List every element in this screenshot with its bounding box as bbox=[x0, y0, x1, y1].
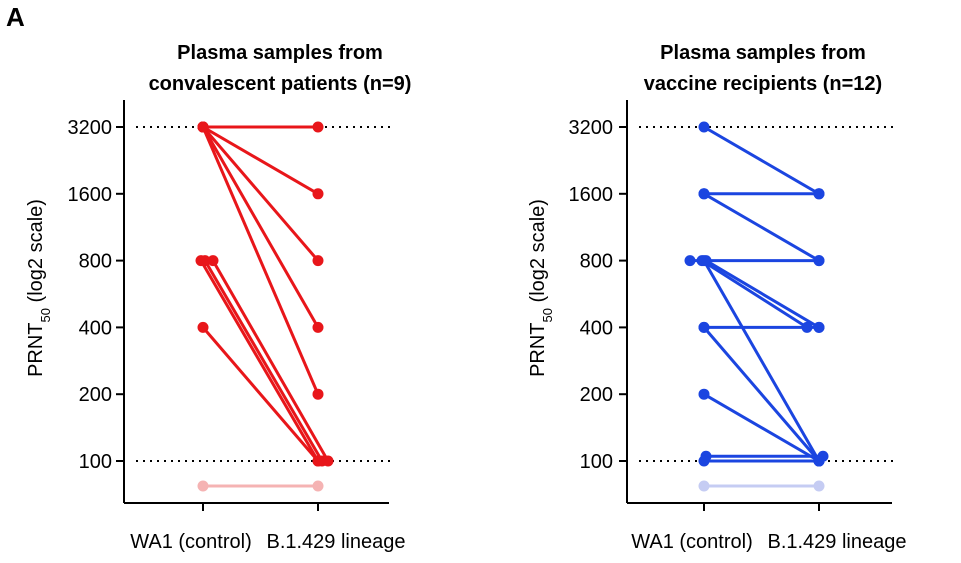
pair-line bbox=[201, 126, 320, 395]
y-tick-label: 200 bbox=[79, 384, 112, 406]
data-point-lineage bbox=[312, 188, 324, 200]
pair-line bbox=[702, 326, 821, 462]
y-tick-label: 100 bbox=[580, 451, 613, 473]
data-point-lineage bbox=[312, 388, 324, 400]
data-point-control bbox=[197, 121, 209, 133]
data-point-control bbox=[698, 255, 710, 267]
pair-line bbox=[201, 126, 320, 262]
y-tick-label: 800 bbox=[580, 251, 613, 273]
x-tick-label: B.1.429 lineage bbox=[767, 531, 906, 553]
pair-line bbox=[703, 392, 820, 463]
chart-title-line1: Plasma samples from bbox=[177, 42, 383, 64]
below-limit-point bbox=[813, 480, 825, 492]
y-tick-label: 800 bbox=[79, 251, 112, 273]
y-axis-title: PRNT50 (log2 scale) bbox=[25, 199, 53, 377]
x-tick-label: WA1 (control) bbox=[631, 531, 753, 553]
pair-line bbox=[705, 259, 820, 329]
chart-2: Plasma samples from vaccine recipients (n… bbox=[527, 42, 907, 553]
data-point-control bbox=[207, 255, 219, 267]
data-point-lineage bbox=[312, 121, 324, 133]
data-point-lineage bbox=[813, 255, 825, 267]
data-point-control bbox=[698, 388, 710, 400]
chart-1: Plasma samples from convalescent patients… bbox=[25, 42, 411, 553]
data-point-lineage bbox=[322, 455, 334, 467]
pair-line bbox=[703, 125, 820, 196]
data-point-control bbox=[684, 255, 696, 267]
y-tick-label: 1600 bbox=[569, 184, 614, 206]
below-limit-point bbox=[698, 480, 710, 492]
chart-title-line2: vaccine recipients (n=12) bbox=[644, 73, 882, 95]
pair-line bbox=[199, 259, 320, 462]
y-tick-label: 400 bbox=[580, 317, 613, 339]
y-tick-label: 3200 bbox=[68, 117, 113, 139]
y-tick-label: 200 bbox=[580, 384, 613, 406]
data-point-control bbox=[698, 321, 710, 333]
below-limit-point bbox=[197, 480, 209, 492]
x-tick-label: WA1 (control) bbox=[130, 531, 252, 553]
chart-title-line1: Plasma samples from bbox=[660, 42, 866, 64]
data-point-lineage bbox=[813, 321, 825, 333]
pair-line bbox=[703, 192, 820, 262]
chart-title-line2: convalescent patients (n=9) bbox=[149, 73, 412, 95]
data-point-lineage bbox=[312, 321, 324, 333]
pair-line bbox=[203, 259, 324, 462]
data-point-lineage bbox=[801, 321, 813, 333]
pair-line bbox=[201, 326, 320, 462]
pair-line bbox=[702, 259, 821, 462]
data-point-control bbox=[199, 255, 211, 267]
data-point-lineage bbox=[312, 455, 324, 467]
y-tick-label: 100 bbox=[79, 451, 112, 473]
data-point-control bbox=[698, 188, 710, 200]
panel-label: A bbox=[6, 2, 25, 32]
data-point-control bbox=[698, 121, 710, 133]
pair-line bbox=[202, 125, 319, 196]
data-point-control bbox=[197, 321, 209, 333]
pair-line bbox=[701, 259, 808, 329]
below-limit-point bbox=[312, 480, 324, 492]
y-axis-title: PRNT50 (log2 scale) bbox=[527, 199, 555, 377]
data-point-lineage bbox=[312, 255, 324, 267]
data-point-control bbox=[698, 455, 710, 467]
y-tick-label: 400 bbox=[79, 317, 112, 339]
data-point-lineage bbox=[813, 455, 825, 467]
x-tick-label: B.1.429 lineage bbox=[266, 531, 405, 553]
pair-line bbox=[211, 259, 330, 462]
y-tick-label: 3200 bbox=[569, 117, 614, 139]
pair-line bbox=[201, 126, 320, 329]
y-tick-label: 1600 bbox=[68, 184, 113, 206]
data-point-lineage bbox=[813, 188, 825, 200]
